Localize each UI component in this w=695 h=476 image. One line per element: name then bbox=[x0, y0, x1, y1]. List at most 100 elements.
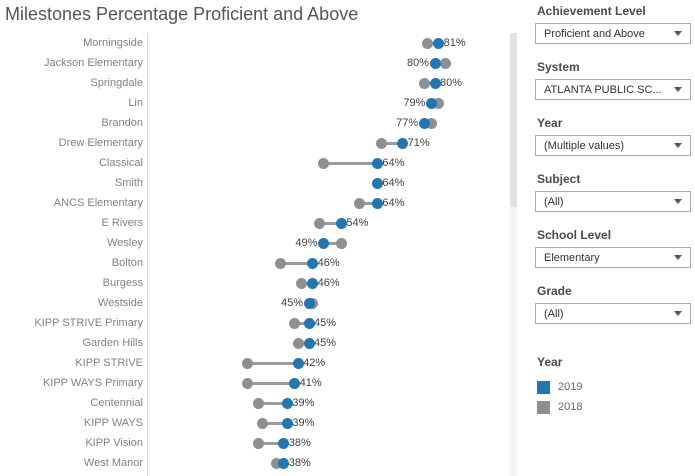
chart-row-smith: Smith 64% bbox=[0, 173, 510, 193]
mark-2019[interactable] bbox=[278, 437, 290, 449]
mark-2019[interactable] bbox=[429, 77, 441, 89]
mark-2019[interactable] bbox=[278, 457, 290, 469]
filter-panel: Achievement Level Proficient and Above Sys… bbox=[535, 0, 691, 476]
mark-2018[interactable] bbox=[271, 457, 283, 469]
mark-2019[interactable] bbox=[335, 217, 347, 229]
connector-line bbox=[258, 401, 288, 405]
mark-2018[interactable] bbox=[289, 317, 301, 329]
category-label: West Manor bbox=[83, 457, 143, 469]
filter-system-dropdown[interactable]: ATLANTA PUBLIC SC... bbox=[535, 79, 691, 100]
chart-row-centennial: Centennial 39% bbox=[0, 393, 510, 413]
mark-2018[interactable] bbox=[292, 337, 304, 349]
chart-row-springdale: Springdale 80% bbox=[0, 73, 510, 93]
mark-2018[interactable] bbox=[242, 377, 254, 389]
mark-2018[interactable] bbox=[422, 37, 434, 49]
filter-school-level: School Level Elementary bbox=[535, 228, 691, 268]
connector-line bbox=[247, 361, 299, 365]
chart-row-kipp-ways: KIPP WAYS 39% bbox=[0, 413, 510, 433]
chart-row-ancs-elementary: ANCS Elementary 64% bbox=[0, 193, 510, 213]
filter-selected-value: Proficient and Above bbox=[544, 27, 645, 40]
mark-2019[interactable] bbox=[281, 417, 293, 429]
connector-line bbox=[258, 441, 284, 445]
filter-achievement-level-dropdown[interactable]: Proficient and Above bbox=[535, 23, 691, 44]
mark-2019[interactable] bbox=[433, 37, 445, 49]
vertical-scrollbar[interactable] bbox=[510, 33, 517, 476]
chart-row-morningside: Morningside 81% bbox=[0, 33, 510, 53]
mark-2019[interactable] bbox=[303, 297, 315, 309]
filter-label: Grade bbox=[537, 284, 572, 298]
legend-item-2018[interactable]: 2018 bbox=[535, 397, 691, 417]
chart-row-kipp-vision: KIPP Vision 38% bbox=[0, 433, 510, 453]
mark-2019[interactable] bbox=[307, 257, 319, 269]
mark-2018[interactable] bbox=[242, 357, 254, 369]
scrollbar-thumb[interactable] bbox=[510, 33, 517, 207]
mark-2019[interactable] bbox=[371, 157, 383, 169]
filter-year-dropdown[interactable]: (Multiple values) bbox=[535, 135, 691, 156]
connector-line bbox=[381, 141, 403, 145]
category-label: KIPP Vision bbox=[85, 437, 143, 449]
mark-2019[interactable] bbox=[292, 357, 304, 369]
mark-2019[interactable] bbox=[289, 377, 301, 389]
mark-2018[interactable] bbox=[317, 157, 329, 169]
filter-subject-dropdown[interactable]: (All) bbox=[535, 191, 691, 212]
category-label: E Rivers bbox=[101, 217, 143, 229]
mark-2018[interactable] bbox=[375, 137, 387, 149]
category-label: KIPP STRIVE Primary bbox=[34, 317, 143, 329]
category-label: Brandon bbox=[101, 117, 143, 129]
filter-selected-value: ATLANTA PUBLIC SC... bbox=[544, 83, 662, 96]
mark-2019[interactable] bbox=[371, 197, 383, 209]
mark-2018[interactable] bbox=[418, 77, 430, 89]
year-legend: Year 2019 2018 bbox=[535, 355, 691, 417]
connector-line bbox=[359, 201, 378, 205]
mark-2018[interactable] bbox=[314, 217, 326, 229]
mark-2018[interactable] bbox=[253, 397, 265, 409]
mark-2019[interactable] bbox=[317, 237, 329, 249]
mark-2018[interactable] bbox=[353, 197, 365, 209]
chart-row-lin: Lin 79% bbox=[0, 93, 510, 113]
category-label: Jackson Elementary bbox=[43, 57, 143, 69]
chart-row-brandon: Brandon 77% bbox=[0, 113, 510, 133]
chevron-down-icon bbox=[674, 143, 682, 148]
chevron-down-icon bbox=[674, 255, 682, 260]
chart-row-kipp-ways-primary: KIPP WAYS Primary 41% bbox=[0, 373, 510, 393]
mark-2019[interactable] bbox=[307, 277, 319, 289]
mark-2019[interactable] bbox=[425, 97, 437, 109]
mark-2018[interactable] bbox=[440, 57, 452, 69]
value-label: 46% bbox=[317, 257, 340, 269]
filter-label: System bbox=[537, 60, 580, 74]
mark-2019[interactable] bbox=[397, 137, 409, 149]
connector-line bbox=[247, 381, 295, 385]
mark-2019[interactable] bbox=[429, 57, 441, 69]
value-label: 45% bbox=[314, 317, 337, 329]
chart-row-westside: Westside 45% bbox=[0, 293, 510, 313]
mark-2019[interactable] bbox=[371, 177, 383, 189]
filter-year: Year (Multiple values) bbox=[535, 116, 691, 156]
mark-2019[interactable] bbox=[418, 117, 430, 129]
mark-2018[interactable] bbox=[274, 257, 286, 269]
legend-swatch-icon bbox=[537, 400, 550, 414]
legend-item-2019[interactable]: 2019 bbox=[535, 377, 691, 397]
chart-row-west-manor: West Manor 38% bbox=[0, 453, 510, 473]
filter-achievement-level: Achievement Level Proficient and Above bbox=[535, 4, 691, 44]
filter-school-level-dropdown[interactable]: Elementary bbox=[535, 247, 691, 268]
value-label: 81% bbox=[443, 37, 466, 49]
mark-2018[interactable] bbox=[433, 97, 445, 109]
filter-grade: Grade (All) bbox=[535, 284, 691, 324]
value-label: 46% bbox=[317, 277, 340, 289]
mark-2019[interactable] bbox=[281, 397, 293, 409]
mark-2019[interactable] bbox=[303, 317, 315, 329]
value-label: 80% bbox=[440, 77, 463, 89]
mark-2018[interactable] bbox=[256, 417, 268, 429]
mark-2018[interactable] bbox=[296, 277, 308, 289]
chart-row-kipp-strive-primary: KIPP STRIVE Primary 45% bbox=[0, 313, 510, 333]
mark-2018[interactable] bbox=[253, 437, 265, 449]
mark-2018[interactable] bbox=[335, 237, 347, 249]
chevron-down-icon bbox=[674, 31, 682, 36]
filter-grade-dropdown[interactable]: (All) bbox=[535, 303, 691, 324]
filter-subject: Subject (All) bbox=[535, 172, 691, 212]
value-label: 38% bbox=[288, 457, 311, 469]
mark-2019[interactable] bbox=[303, 337, 315, 349]
value-label: 71% bbox=[407, 137, 430, 149]
mark-2018[interactable] bbox=[425, 117, 437, 129]
